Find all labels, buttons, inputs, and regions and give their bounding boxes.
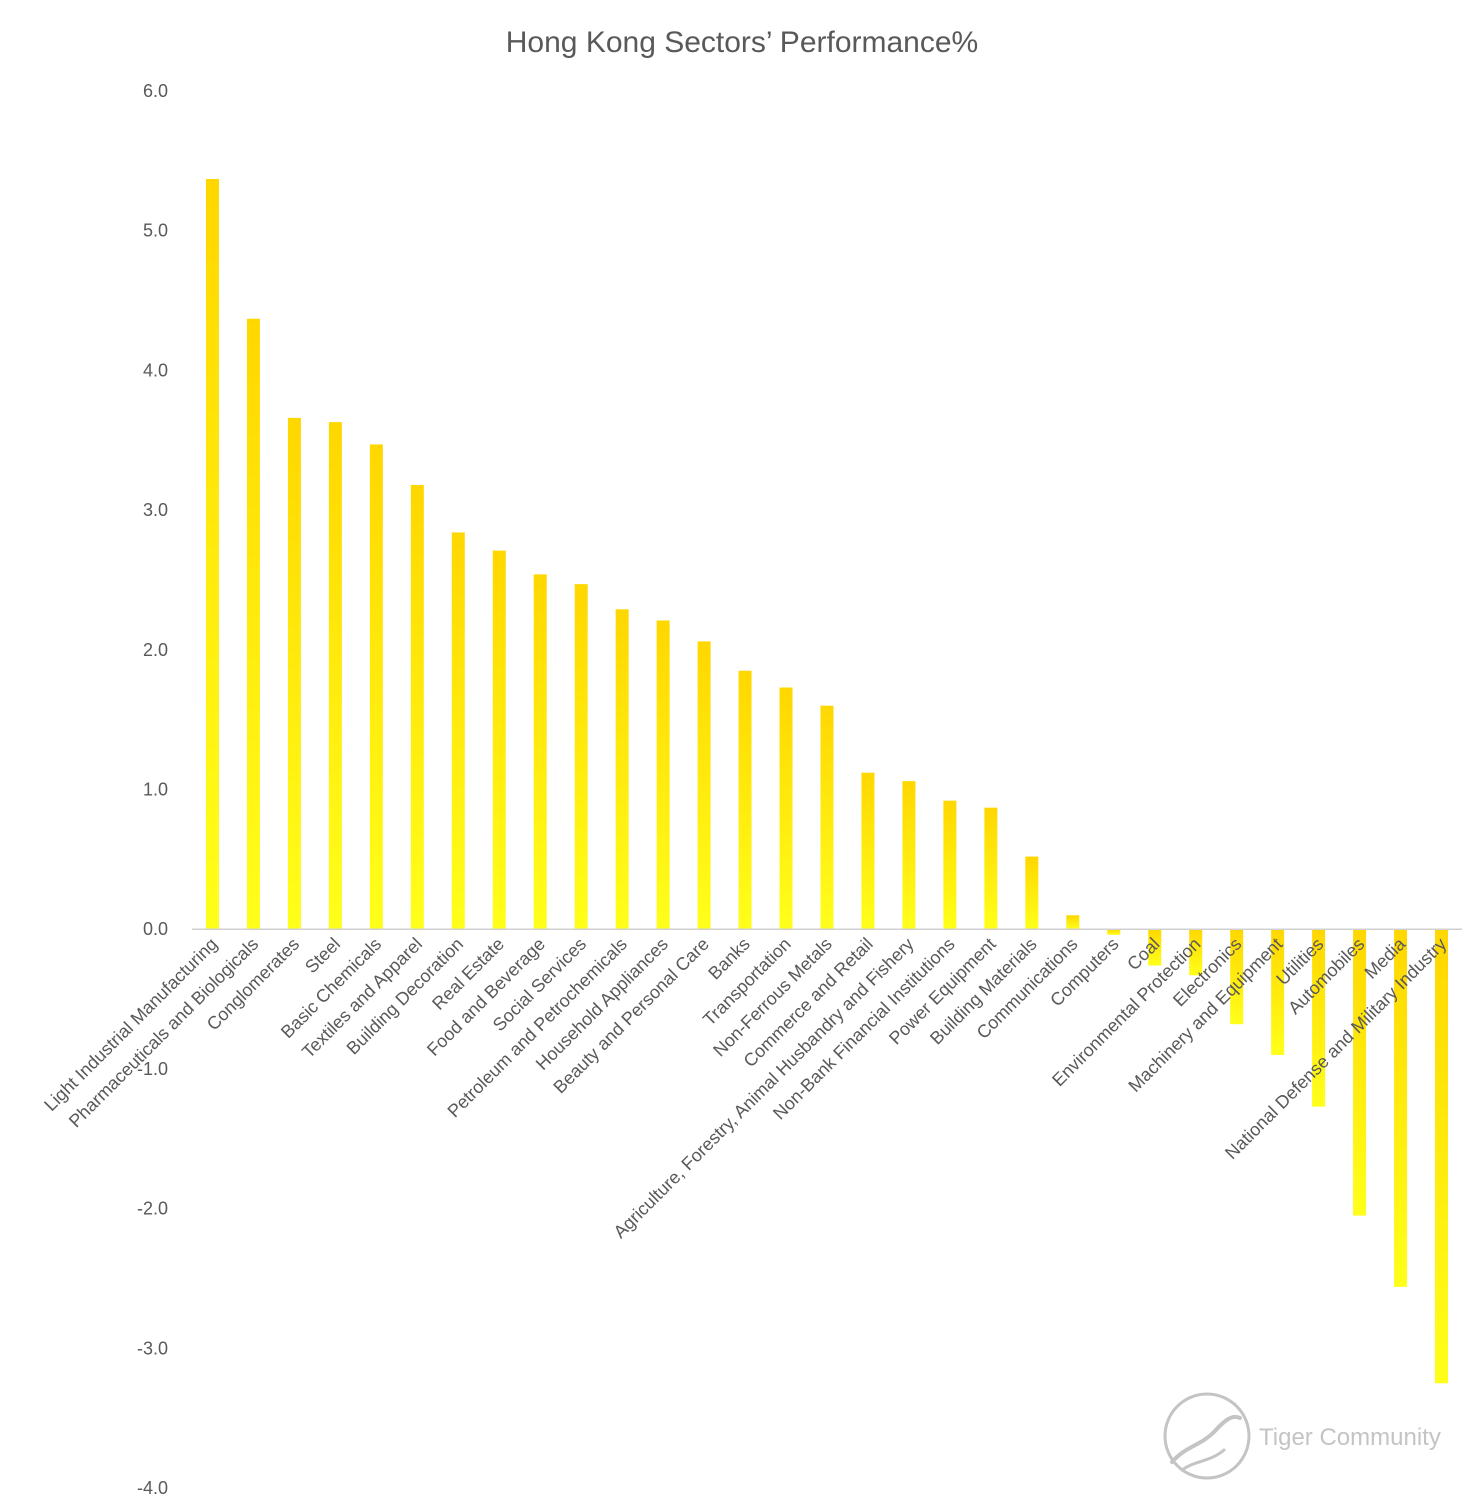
bar [451,532,465,930]
y-tick-label: 2.0 [143,640,168,660]
chart-title: Hong Kong Sectors’ Performance% [506,26,978,59]
bar [1394,929,1408,1287]
bar [697,641,711,930]
bar [1230,929,1244,1025]
bar [656,620,670,930]
bar [1189,929,1203,976]
bar [410,484,424,930]
bar [984,807,998,930]
x-tick-label: Light Industrial Manufacturing [40,934,221,1115]
bar [246,318,260,930]
y-tick-label: -1.0 [137,1059,168,1079]
bar [902,781,916,930]
bar [492,550,506,930]
bar [287,417,301,930]
y-tick-label: -4.0 [137,1478,168,1498]
bar [369,444,383,930]
bar [779,687,793,930]
y-axis-ticks: 6.0 5.0 4.0 3.0 2.0 1.0 0.0 -1.0 -2.0 -3.0 -4.0 [137,81,168,1498]
bar [861,772,875,930]
watermark-text: Tiger Community [1259,1424,1441,1451]
bar [533,574,547,930]
bar [1148,929,1162,966]
bar [1107,929,1121,935]
y-tick-label: 3.0 [143,500,168,520]
x-tick-label: Pharmaceuticals and Biologicals [65,934,262,1131]
bar [1435,929,1449,1384]
bar [820,705,834,930]
bar [205,179,219,930]
bar [574,584,588,930]
x-axis-labels: Light Industrial ManufacturingPharmaceut… [40,933,1450,1242]
bar [943,800,957,930]
bar [1312,929,1326,1107]
y-tick-label: 0.0 [143,919,168,939]
bars [205,179,1449,1384]
y-tick-label: 1.0 [143,780,168,800]
bar [738,670,752,930]
bar [1066,915,1080,930]
bar [615,609,629,930]
bar [328,422,342,930]
bar [1271,929,1285,1055]
tiger-logo-icon [1163,1392,1251,1480]
y-tick-label: 6.0 [143,81,168,101]
y-tick-label: 5.0 [143,221,168,241]
watermark: Tiger Community [1163,1392,1441,1480]
y-tick-label: -2.0 [137,1199,168,1219]
y-tick-label: 4.0 [143,360,168,380]
bar [1025,856,1039,930]
y-tick-label: -3.0 [137,1338,168,1358]
bar [1353,929,1367,1216]
